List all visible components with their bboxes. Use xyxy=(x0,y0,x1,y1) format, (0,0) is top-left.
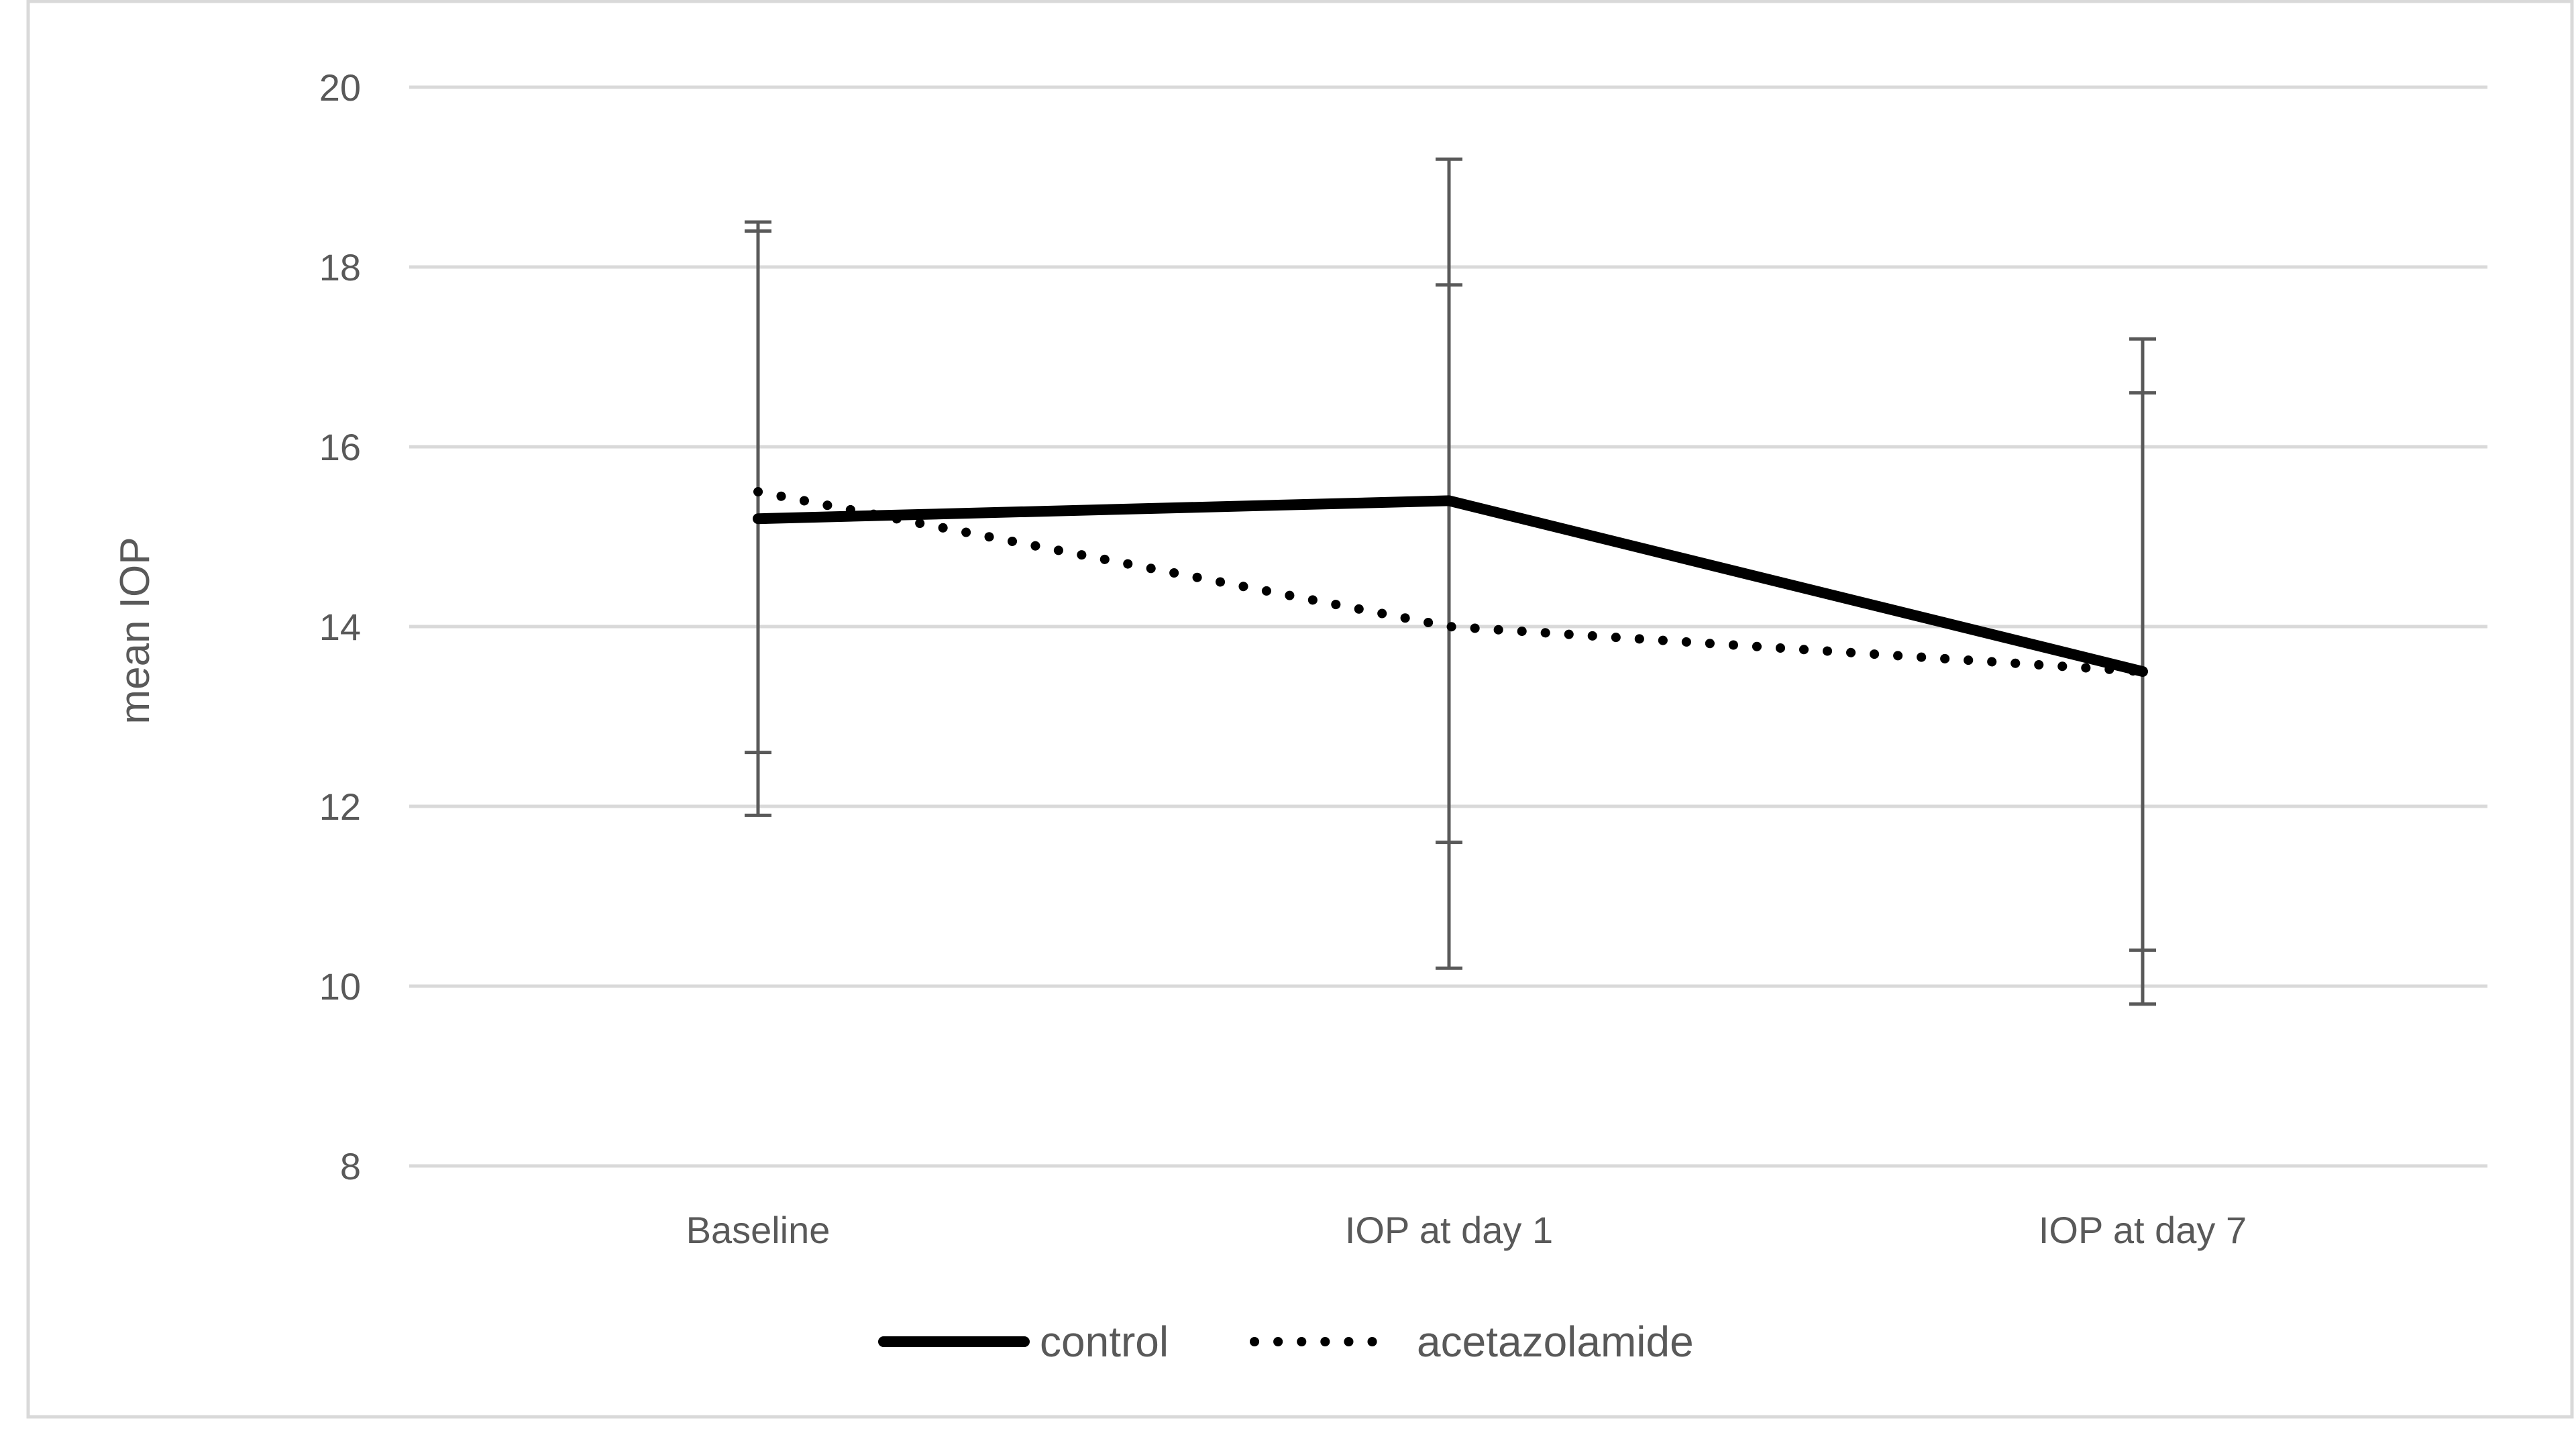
x-tick-label: IOP at day 7 xyxy=(2039,1209,2247,1251)
x-tick-labels: Baseline IOP at day 1 IOP at day 7 xyxy=(686,1209,2247,1251)
y-tick-label: 18 xyxy=(319,246,361,288)
series-line-acetazolamide xyxy=(753,487,2147,676)
legend-label-control: control xyxy=(1040,1318,1169,1366)
y-tick-label: 14 xyxy=(319,606,361,648)
series-lines xyxy=(753,487,2148,677)
x-tick-label: Baseline xyxy=(686,1209,830,1251)
y-axis-title: mean IOP xyxy=(112,537,158,724)
chart-border xyxy=(26,0,2574,1419)
legend-label-acetazolamide: acetazolamide xyxy=(1417,1318,1694,1366)
y-tick-label: 12 xyxy=(319,786,361,828)
legend: control acetazolamide xyxy=(878,1318,1694,1366)
series-line-control xyxy=(753,495,2148,677)
y-tick-label: 20 xyxy=(319,66,361,109)
y-tick-label: 10 xyxy=(319,965,361,1008)
x-tick-label: IOP at day 1 xyxy=(1345,1209,1553,1251)
y-tick-label: 8 xyxy=(340,1145,361,1187)
y-tick-label: 16 xyxy=(319,426,361,468)
y-tick-labels: 8 10 12 14 16 18 20 xyxy=(319,66,361,1187)
